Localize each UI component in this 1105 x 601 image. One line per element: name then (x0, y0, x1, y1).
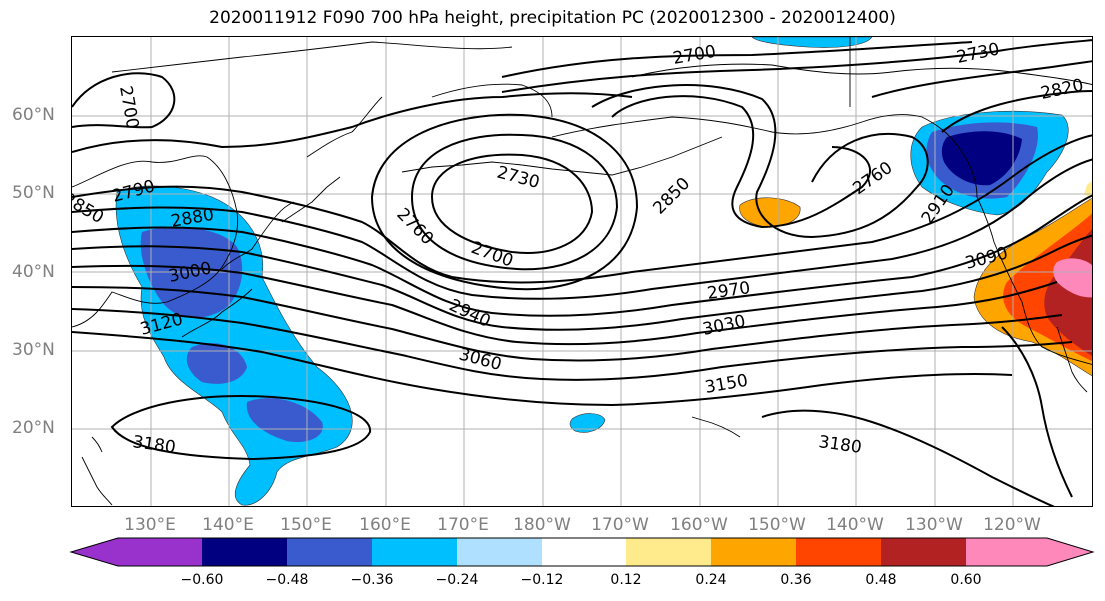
contour-2700-west (72, 72, 176, 129)
colorbar-segment (881, 538, 966, 566)
contour-ring-east-2 (591, 84, 918, 239)
lon-label: 150°W (748, 515, 806, 535)
map-title: 2020011912 F090 700 hPa height, precipit… (209, 8, 896, 28)
lon-label: 160°E (359, 515, 411, 535)
colorbar-segment (542, 538, 626, 566)
shade-pink (1053, 258, 1092, 298)
contour-band-4 (72, 234, 1092, 331)
shade-light-blue (569, 413, 606, 433)
colorbar-segment (966, 538, 1093, 566)
colorbar-segment (711, 538, 796, 566)
contour-band-6 (72, 286, 1063, 362)
lon-label: 140°E (202, 515, 254, 535)
lon-label: 180°W (513, 515, 571, 535)
contour-label: 2850 (649, 174, 694, 219)
contour-2700-north (501, 41, 973, 78)
colorbar-segment (796, 538, 881, 566)
colorbar-tick-label: −0.36 (350, 572, 394, 588)
shade-navy (941, 131, 1022, 186)
contour-label: 2760 (392, 204, 437, 249)
lon-label: 150°E (280, 515, 332, 535)
coast-alaska-north (631, 63, 1092, 85)
shade-orange (739, 197, 801, 228)
lat-label: 40°N (12, 262, 55, 282)
shade-light-blue (751, 37, 873, 48)
colorbar-segment (457, 538, 542, 566)
lon-label: 140°W (826, 515, 884, 535)
contour-3180-loop (110, 395, 372, 461)
coast-philippines (81, 456, 113, 506)
lon-label: 130°E (124, 515, 176, 535)
contour-2730-north (501, 39, 1092, 93)
lat-label: 60°N (12, 105, 55, 125)
lon-label: 170°E (437, 515, 489, 535)
contour-label: 2820 (1039, 75, 1085, 104)
lon-label: 160°W (670, 515, 728, 535)
lat-label: 30°N (12, 340, 55, 360)
colorbar-outline (69, 537, 1095, 567)
coast-baja (1056, 326, 1088, 393)
lat-label: 20°N (12, 418, 55, 438)
coast-aleutians (401, 136, 723, 176)
colorbar-segment (287, 538, 372, 566)
contour-east-loop (1001, 326, 1073, 498)
coast-japan (221, 201, 295, 270)
lon-label: 120°W (983, 515, 1041, 535)
colorbar-tick-label: 0.48 (865, 572, 897, 588)
colorbar-tick-label: −0.24 (435, 572, 479, 588)
precipitation-shading (115, 37, 1092, 506)
contour-2820-ne (941, 90, 1092, 133)
contour-label: 2940 (446, 295, 494, 331)
contour-3180-east (761, 409, 1055, 506)
lon-label: 170°W (591, 515, 649, 535)
contour-band-5 (72, 264, 1058, 346)
contour-2760-east (811, 133, 929, 188)
contour-label: 3180 (131, 432, 177, 458)
contour-ring-east (611, 95, 872, 229)
coastlines (72, 37, 1092, 506)
colorbar-tick-label: 0.24 (695, 572, 727, 588)
coast-asia-mainland (72, 155, 239, 328)
contour-top-east (871, 60, 1092, 98)
contour-band-3 (72, 194, 1092, 317)
contour-label: 2700 (115, 84, 142, 130)
shade-light-yellow (1084, 180, 1092, 197)
colorbar-segment (202, 538, 287, 566)
coast-siberia-north (111, 41, 513, 73)
shade-mid-blue (186, 343, 247, 384)
colorbar-tick-label: 0.60 (950, 572, 982, 588)
shade-mid-blue (246, 398, 323, 443)
colorbar-tick-label: 0.36 (780, 572, 812, 588)
lon-label: 130°W (905, 515, 963, 535)
graticule (72, 37, 1092, 506)
coast-kamchatka (306, 96, 383, 158)
coast-kuril (281, 176, 341, 223)
coast-taiwan (91, 436, 103, 453)
coast-alaska (551, 114, 978, 198)
colorbar-tick-label: −0.60 (180, 572, 224, 588)
contour-low-center-2 (410, 133, 619, 271)
colorbar-tick-label: 0.12 (610, 572, 642, 588)
contour-label: 3150 (703, 371, 749, 398)
colorbar-tick-label: −0.48 (265, 572, 309, 588)
colorbar-segment (626, 538, 711, 566)
lat-label: 50°N (12, 183, 55, 203)
contour-band-2 (72, 158, 1092, 300)
contour-low-center-1 (430, 153, 594, 254)
contour-band-7 (72, 308, 1073, 381)
colorbar (69, 537, 1095, 567)
contour-band-8 (72, 331, 1013, 407)
height-contours (72, 39, 1092, 506)
coast-chukotka (431, 83, 553, 118)
map-panel: 2700 2700 2730 2730 2820 2790 2850 2880 … (71, 36, 1093, 507)
contour-band-1 (72, 134, 1092, 284)
contour-low-center-3 (370, 113, 639, 291)
contour-upper-west (72, 92, 633, 153)
colorbar-tick-label: −0.12 (520, 572, 564, 588)
coast-canada (976, 196, 1092, 365)
colorbar-segment (372, 538, 457, 566)
colorbar-segment (71, 538, 202, 566)
coast-hawaii (691, 416, 741, 438)
